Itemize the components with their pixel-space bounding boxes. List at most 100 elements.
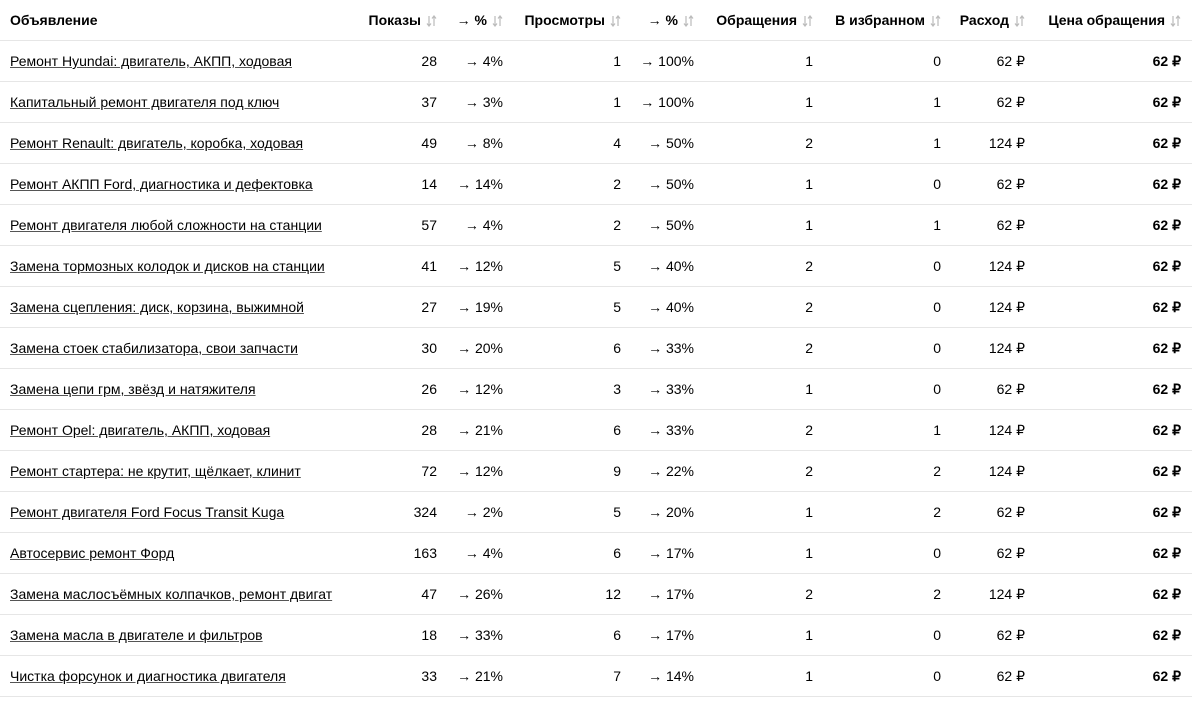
ad-link[interactable]: Замена сцепления: диск, корзина, выжимно… [10,299,304,315]
stat-cell: 72 [355,450,445,492]
header-text: → % [456,12,487,28]
ad-link[interactable]: Чистка форсунок и диагностика двигателя [10,668,286,684]
ad-cell: Ремонт Renault: двигатель, коробка, ходо… [0,122,355,164]
stat-cell: 57 [355,204,445,246]
stat-cell: 1 [702,491,821,533]
stat-cell: → 20% [445,327,511,369]
table-body: Ремонт Hyundai: двигатель, АКПП, ходовая… [0,40,1192,697]
stat-cell: 124 ₽ [949,450,1033,492]
stat-cell: 33 [355,655,445,697]
column-header[interactable]: → % [629,0,702,41]
stat-cell: → 3% [445,81,511,123]
sort-icon[interactable] [492,15,503,28]
sort-icon[interactable] [683,15,694,28]
stat-cell: → 100% [629,40,702,82]
ad-link[interactable]: Ремонт двигателя Ford Focus Transit Kuga [10,504,285,520]
sort-icon[interactable] [1170,15,1181,28]
stat-cell: → 26% [445,573,511,615]
table-row: Ремонт Hyundai: двигатель, АКПП, ходовая… [0,40,1192,82]
stat-cell: 0 [821,614,949,656]
column-header[interactable]: Обращения [702,0,821,41]
column-header[interactable]: Показы [355,0,445,41]
ad-link[interactable]: Ремонт стартера: не крутит, щёлкает, кли… [10,463,301,479]
stat-cell: 1 [702,204,821,246]
stat-cell: 2 [702,245,821,287]
sort-icon[interactable] [1014,15,1025,28]
header-text: Объявление [10,12,98,28]
ad-cell: Ремонт двигателя Ford Focus Transit Kuga [0,491,355,533]
ad-link[interactable]: Замена маслосъёмных колпачков, ремонт дв… [10,586,333,602]
ad-cell: Замена цепи грм, звёзд и натяжителя [0,368,355,410]
stat-cell: → 12% [445,368,511,410]
stat-cell: 30 [355,327,445,369]
stat-cell: 2 [511,204,629,246]
sort-icon[interactable] [610,15,621,28]
ad-link[interactable]: Ремонт Renault: двигатель, коробка, ходо… [10,135,304,151]
stat-cell: 62 ₽ [949,81,1033,123]
column-header[interactable]: Цена обращения [1033,0,1192,41]
stat-cell: → 17% [629,614,702,656]
stat-cell: 1 [702,163,821,205]
ad-link[interactable]: Замена цепи грм, звёзд и натяжителя [10,381,256,397]
stat-cell: 124 ₽ [949,573,1033,615]
stat-cell: 62 ₽ [1033,573,1192,615]
stat-cell: 47 [355,573,445,615]
stat-cell: 1 [821,409,949,451]
ad-link[interactable]: Ремонт двигателя любой сложности на стан… [10,217,322,233]
stat-cell: 0 [821,655,949,697]
sort-icon[interactable] [426,15,437,28]
table-row: Ремонт Opel: двигатель, АКПП, ходовая 28 →… [0,409,1192,451]
stat-cell: 1 [821,204,949,246]
column-header[interactable]: Расход [949,0,1033,41]
ad-link[interactable]: Замена стоек стабилизатора, свои запчаст… [10,340,298,356]
ad-cell: Ремонт АКПП Ford, диагностика и дефектов… [0,163,355,205]
stat-cell: 1 [702,40,821,82]
stat-cell: 9 [511,450,629,492]
sort-icon[interactable] [802,15,813,28]
stat-cell: 2 [702,286,821,328]
stat-cell: 1 [821,81,949,123]
ad-cell: Ремонт стартера: не крутит, щёлкает, кли… [0,450,355,492]
stat-cell: 0 [821,368,949,410]
sort-icon[interactable] [930,15,941,28]
ad-link[interactable]: Автосервис ремонт Форд [10,545,175,561]
stat-cell: 62 ₽ [1033,491,1192,533]
stat-cell: 6 [511,532,629,574]
ad-link[interactable]: Ремонт Opel: двигатель, АКПП, ходовая [10,422,271,438]
stat-cell: 6 [511,614,629,656]
stat-cell: 62 ₽ [1033,286,1192,328]
ad-cell: Капитальный ремонт двигателя под ключ [0,81,355,123]
ad-link[interactable]: Ремонт АКПП Ford, диагностика и дефектов… [10,176,313,192]
column-header[interactable]: Просмотры [511,0,629,41]
column-header[interactable]: → % [445,0,511,41]
stat-cell: 2 [702,409,821,451]
table-row: Замена масла в двигателе и фильтров 18 → 3… [0,614,1192,656]
stat-cell: 2 [511,163,629,205]
stat-cell: 62 ₽ [1033,368,1192,410]
stat-cell: 28 [355,40,445,82]
stat-cell: 2 [702,122,821,164]
stat-cell: 62 ₽ [949,614,1033,656]
stat-cell: 7 [511,655,629,697]
stat-cell: 1 [821,122,949,164]
stat-cell: 2 [821,450,949,492]
stat-cell: 62 ₽ [1033,655,1192,697]
column-header[interactable]: В избранном [821,0,949,41]
stat-cell: 2 [702,327,821,369]
ad-link[interactable]: Замена масла в двигателе и фильтров [10,627,263,643]
stat-cell: → 33% [445,614,511,656]
ad-link[interactable]: Ремонт Hyundai: двигатель, АКПП, ходовая [10,53,292,69]
stat-cell: → 33% [629,409,702,451]
ad-link[interactable]: Капитальный ремонт двигателя под ключ [10,94,280,110]
ad-link[interactable]: Замена тормозных колодок и дисков на ста… [10,258,325,274]
stat-cell: → 33% [629,368,702,410]
stat-cell: 324 [355,491,445,533]
stat-cell: → 4% [445,40,511,82]
stat-cell: 5 [511,491,629,533]
stat-cell: 1 [511,81,629,123]
ad-cell: Чистка форсунок и диагностика двигателя [0,655,355,697]
header-text: Цена обращения [1048,12,1165,28]
stat-cell: 37 [355,81,445,123]
table-row: Ремонт двигателя Ford Focus Transit Kuga… [0,491,1192,533]
stat-cell: 49 [355,122,445,164]
